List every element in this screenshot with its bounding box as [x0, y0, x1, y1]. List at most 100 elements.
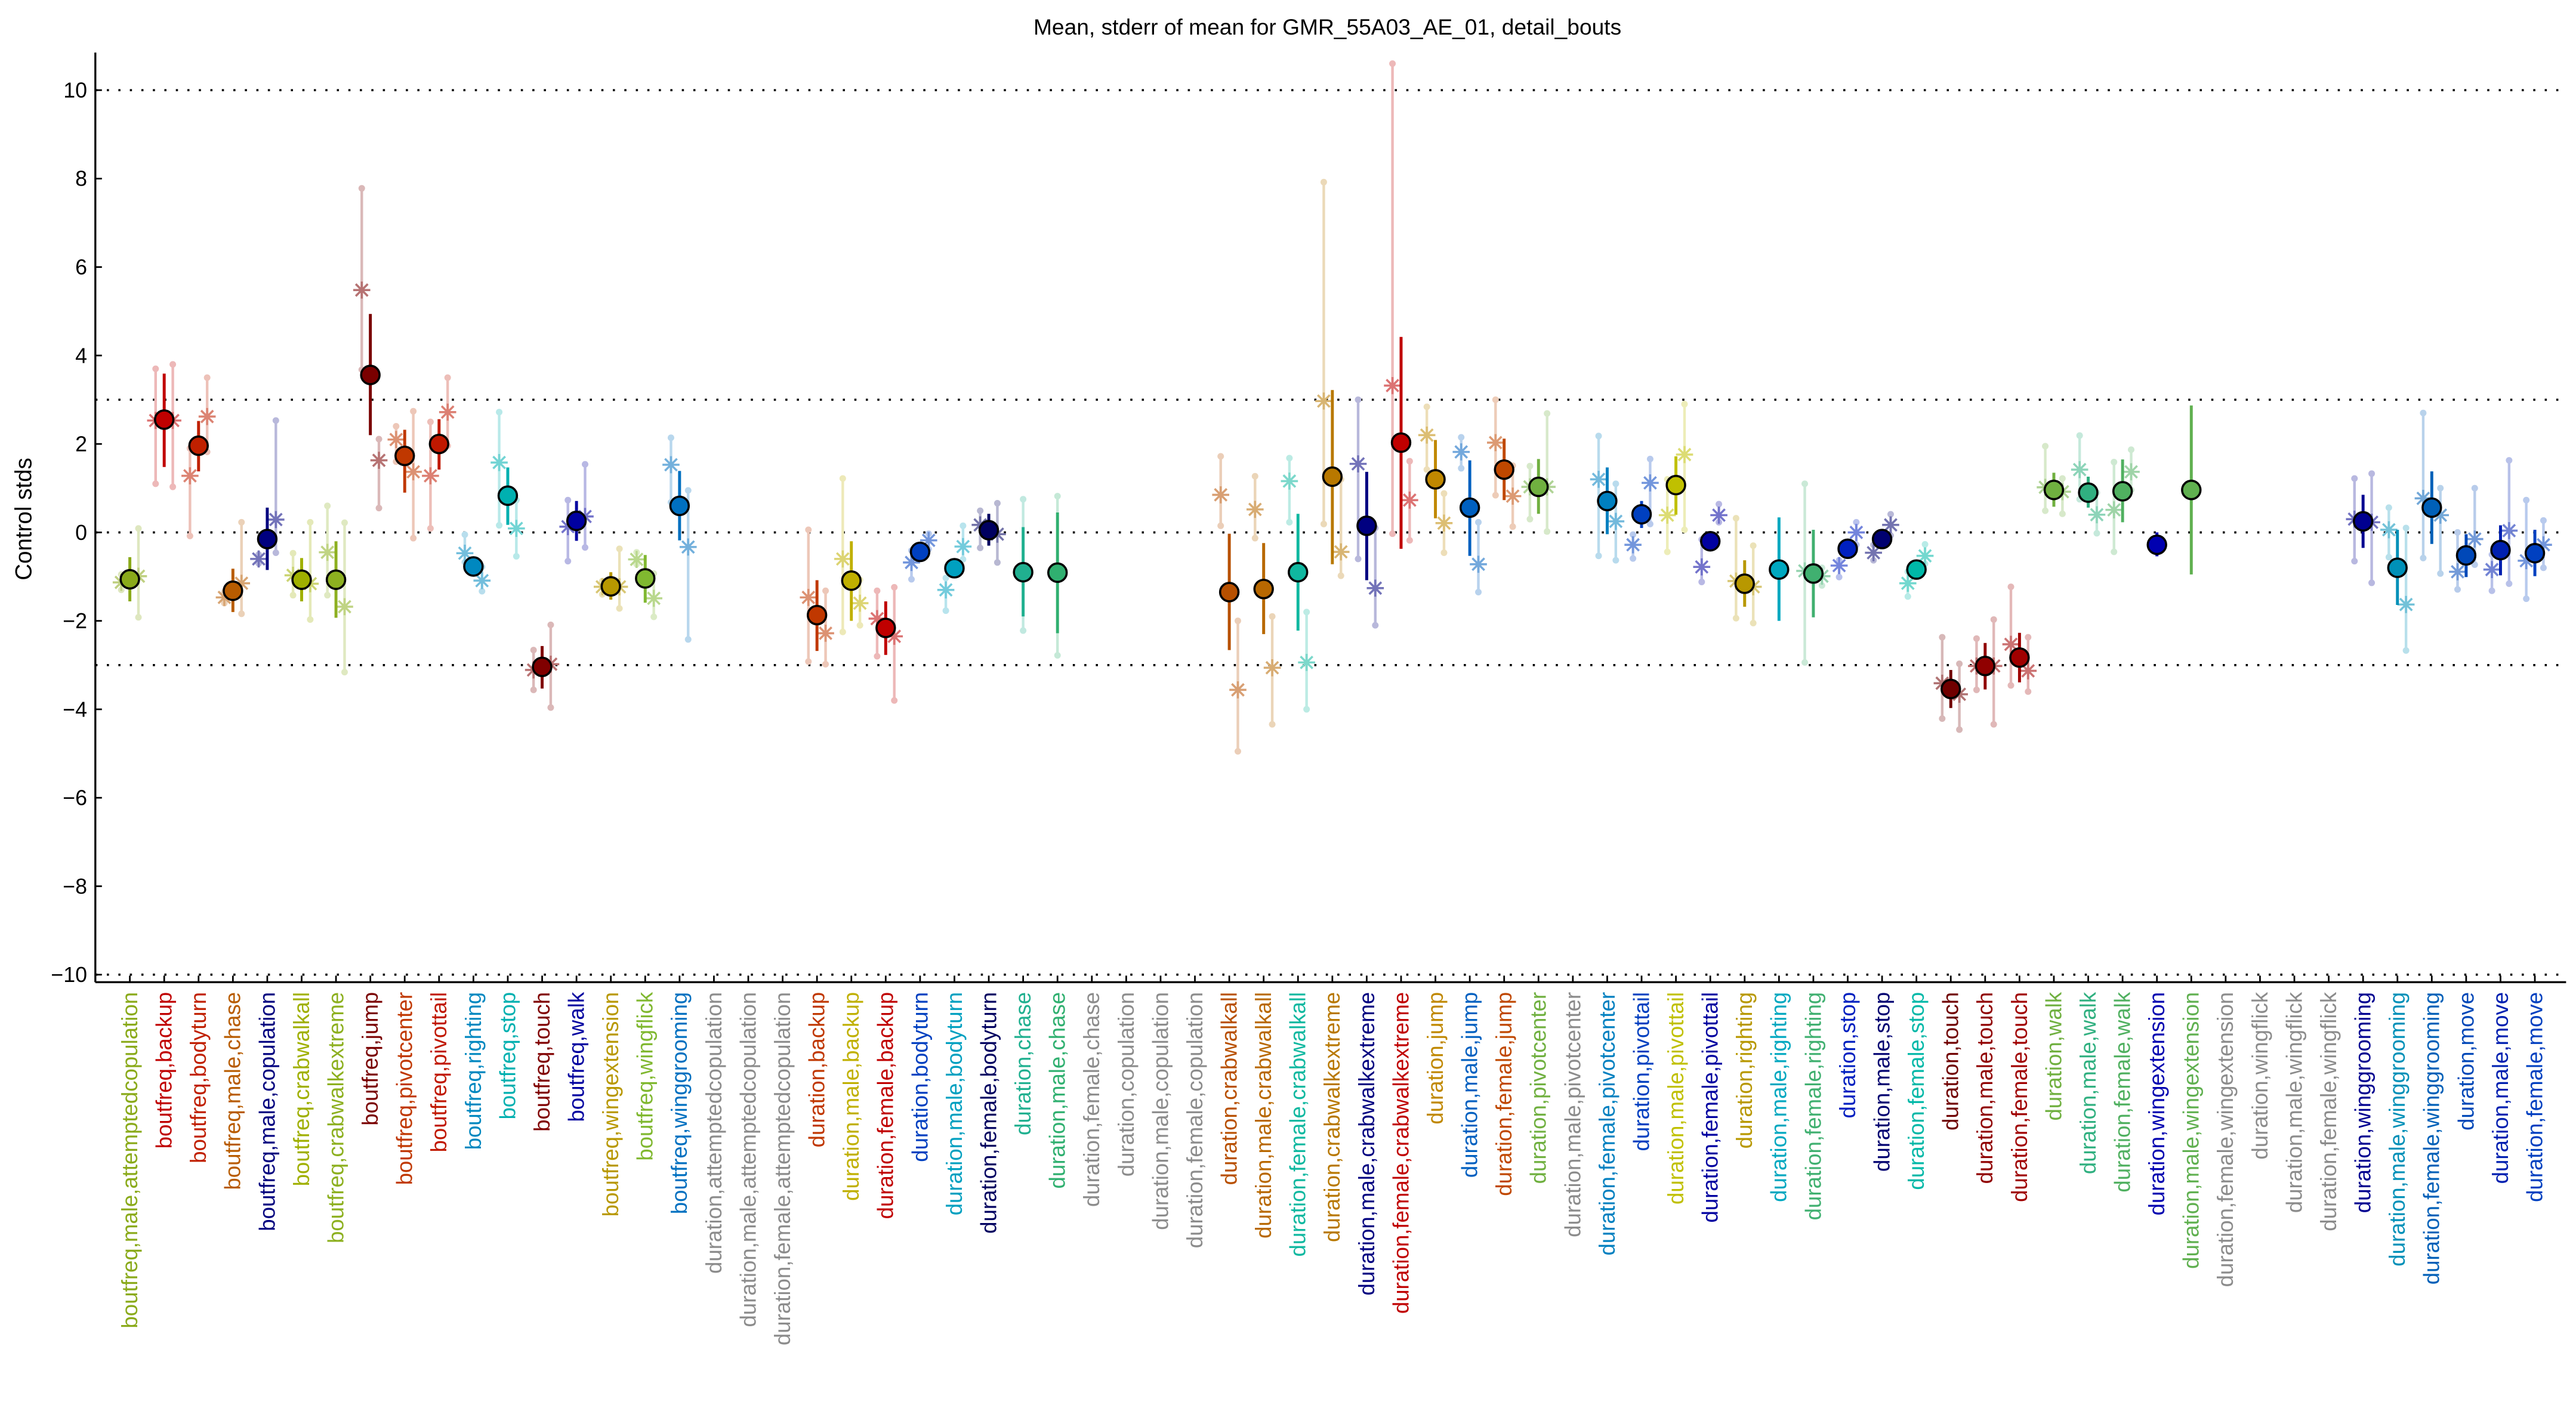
replicate-asterisk — [490, 453, 508, 471]
mean-point — [600, 576, 621, 597]
category-marks — [2518, 496, 2552, 603]
replicate-error-end — [1020, 496, 1027, 503]
replicate-asterisk — [353, 281, 371, 299]
category-marks — [1452, 434, 1487, 595]
replicate-error-end — [1595, 433, 1602, 440]
category-marks — [1384, 60, 1418, 549]
replicate-error-end — [1526, 462, 1534, 470]
replicate-asterisk — [2432, 507, 2449, 524]
x-tick-label: duration,male,walk — [2076, 992, 2100, 1174]
category-marks — [1315, 178, 1350, 579]
replicate-asterisk — [1487, 434, 1504, 452]
replicate-error-end — [2402, 524, 2410, 532]
replicate-error-end — [341, 669, 348, 676]
replicate-error-end — [822, 660, 829, 668]
replicate-error-end — [427, 525, 434, 532]
mean-point — [2009, 647, 2030, 668]
replicate-asterisk — [2449, 563, 2466, 580]
y-tick-label: 4 — [75, 344, 87, 368]
replicate-asterisk — [233, 575, 251, 592]
replicate-error-end — [238, 610, 245, 617]
replicate-error-end — [2076, 432, 2083, 439]
replicate-asterisk — [1882, 516, 1899, 534]
y-tick-label: 2 — [75, 433, 87, 456]
category-marks — [2414, 409, 2449, 577]
replicate-asterisk — [2380, 521, 2398, 539]
category-marks — [1281, 455, 1315, 713]
mean-point — [2352, 511, 2374, 532]
mean-point — [223, 580, 243, 601]
replicate-error-end — [444, 374, 451, 381]
replicate-error-end — [427, 418, 434, 425]
category-marks — [834, 475, 869, 635]
x-tick-label: boutfreq,bodyturn — [186, 992, 211, 1163]
x-tick-label: duration,female,pivottail — [1698, 992, 1723, 1223]
replicate-error-end — [2506, 457, 2513, 464]
replicate-asterisk — [868, 610, 886, 628]
replicate-error-end — [1251, 535, 1258, 542]
replicate-error-end — [1664, 548, 1671, 555]
x-tick-label: duration,female,pivotcenter — [1595, 992, 1619, 1256]
category-marks — [422, 374, 456, 532]
replicate-error-end — [2025, 688, 2032, 695]
y-tick-label: −2 — [63, 609, 87, 633]
replicate-error-end — [1217, 453, 1224, 460]
replicate-asterisk — [2088, 506, 2106, 524]
chart-title: Mean, stderr of mean for GMR_55A03_AE_01… — [1034, 14, 1621, 39]
replicate-error-end — [1990, 616, 1997, 623]
x-tick-label: boutfreq,winggrooming — [667, 992, 692, 1214]
x-tick-label: duration,female,righting — [1801, 992, 1825, 1221]
replicate-asterisk — [422, 467, 439, 484]
replicate-error-end — [2523, 595, 2530, 603]
category-marks — [181, 374, 216, 539]
replicate-error-end — [582, 544, 589, 551]
replicate-error-end — [1509, 523, 1516, 530]
category-marks — [1693, 501, 1727, 585]
mean-point — [1047, 562, 1068, 583]
replicate-asterisk — [1590, 471, 1608, 488]
replicate-error-end — [977, 507, 984, 514]
replicate-asterisk — [1693, 558, 1711, 576]
replicate-error-end — [805, 658, 812, 665]
replicate-error-end — [942, 575, 949, 582]
category-marks — [112, 525, 147, 621]
replicate-asterisk — [1435, 514, 1453, 532]
replicate-asterisk — [267, 511, 285, 529]
replicate-error-end — [1389, 60, 1396, 67]
replicate-error-end — [1423, 466, 1430, 473]
replicate-error-end — [667, 434, 674, 441]
category-marks — [2380, 504, 2415, 654]
mean-point — [806, 604, 828, 626]
replicate-error-end — [1234, 748, 1241, 755]
replicate-error-end — [1956, 726, 1963, 733]
mean-point — [2455, 545, 2477, 566]
x-tick-label: boutfreq,male,chase — [221, 992, 245, 1190]
mean-point — [841, 570, 862, 591]
replicate-error-end — [1492, 492, 1499, 499]
replicate-asterisk — [662, 456, 680, 474]
category-marks — [1013, 496, 1034, 634]
replicate-error-end — [2128, 446, 2135, 453]
replicate-asterisk — [817, 625, 834, 642]
replicate-asterisk — [2466, 530, 2484, 548]
mean-point — [1975, 656, 1996, 677]
replicate-asterisk — [1607, 512, 1625, 530]
mean-point — [532, 656, 553, 677]
replicate-error-end — [1423, 403, 1430, 410]
mean-point — [1425, 469, 1446, 490]
category-marks — [1899, 541, 1934, 600]
mean-point — [2421, 497, 2442, 518]
x-tick-label: duration,male,stop — [1869, 992, 1894, 1172]
category-marks — [1487, 396, 1522, 530]
x-tick-label: duration,righting — [1732, 992, 1757, 1149]
category-marks — [1212, 453, 1247, 755]
replicate-error-end — [2420, 554, 2427, 561]
replicate-error-end — [2059, 510, 2066, 517]
replicate-asterisk — [628, 551, 646, 568]
replicate-error-end — [822, 587, 829, 594]
replicate-error-end — [856, 622, 863, 629]
mean-point — [944, 558, 965, 579]
replicate-error-end — [2093, 530, 2100, 537]
replicate-error-end — [2488, 587, 2495, 594]
replicate-asterisk — [645, 589, 662, 607]
